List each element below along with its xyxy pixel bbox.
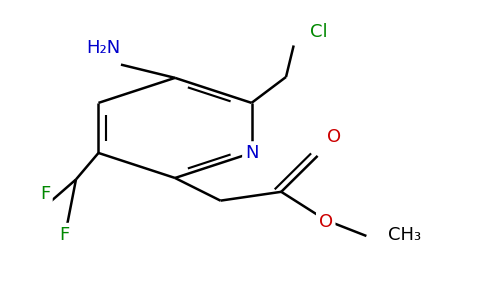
Text: Cl: Cl (310, 23, 327, 41)
Text: O: O (318, 213, 333, 231)
Text: H₂N: H₂N (86, 39, 121, 57)
Text: N: N (245, 144, 258, 162)
Text: CH₃: CH₃ (388, 226, 421, 244)
Text: F: F (59, 226, 69, 244)
Text: F: F (40, 184, 50, 202)
Text: O: O (318, 213, 333, 231)
Text: F: F (59, 226, 69, 244)
Text: Cl: Cl (310, 23, 327, 41)
Text: H₂N: H₂N (86, 39, 121, 57)
Text: N: N (245, 144, 258, 162)
Text: F: F (40, 184, 50, 202)
Text: O: O (327, 128, 341, 146)
Text: CH₃: CH₃ (388, 226, 421, 244)
Text: O: O (327, 128, 341, 146)
